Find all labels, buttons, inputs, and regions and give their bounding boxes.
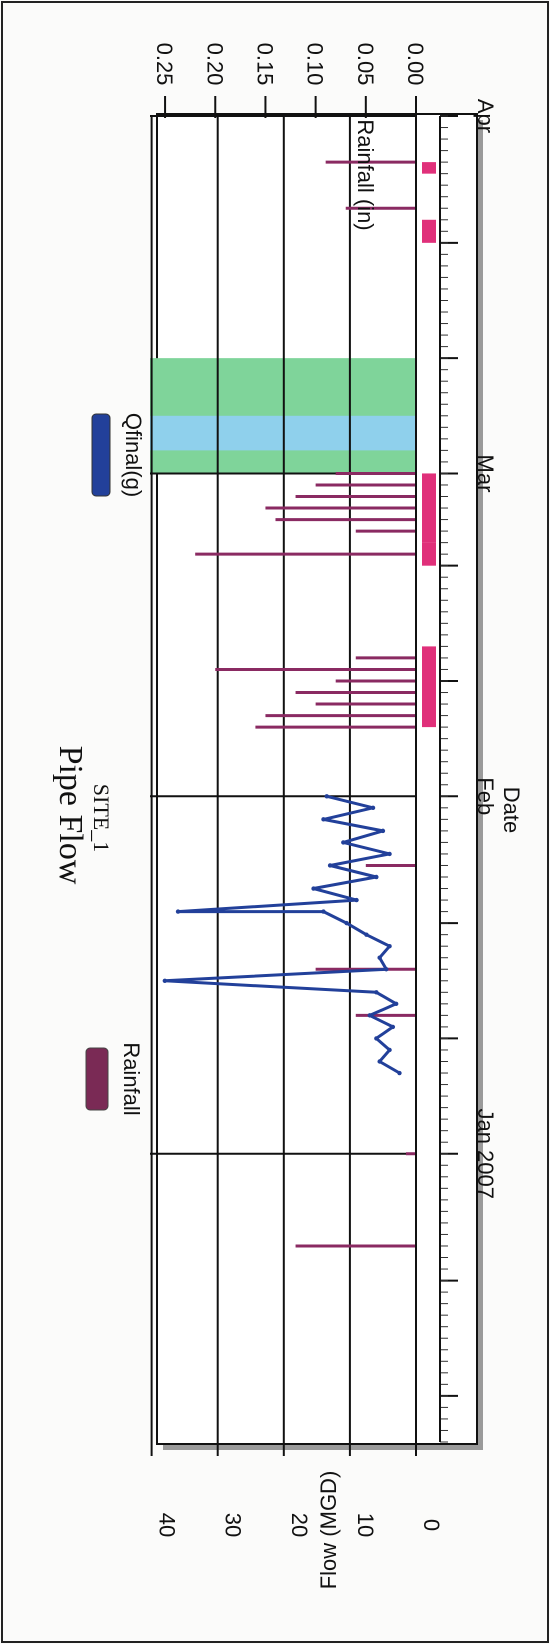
plot-frame	[156, 113, 478, 1445]
date-tick-label: Feb	[473, 777, 498, 815]
flow-tick-group: 0	[419, 1519, 444, 1531]
flow-point	[321, 909, 326, 914]
rain-tick-group: 0.15	[252, 43, 277, 86]
rain-tick-group: 0.25	[152, 43, 177, 86]
flow-point	[390, 1024, 396, 1030]
flow-line	[163, 794, 401, 1075]
date-tick-group: Feb	[473, 777, 498, 815]
status-marker	[422, 473, 436, 543]
flow-tick-label: 20	[287, 1513, 312, 1537]
status-marker	[422, 542, 436, 566]
flow-point	[327, 863, 333, 868]
flow-point	[321, 817, 326, 822]
y-axis-label: Flow (MGD)	[316, 1471, 341, 1590]
flow-point	[374, 874, 379, 880]
flow-point	[374, 990, 379, 995]
flow-point	[311, 886, 316, 891]
flow-point	[377, 1059, 382, 1064]
chart-subtitle: SITE_1	[89, 784, 114, 852]
rain-tick-label: 0.25	[152, 43, 177, 86]
rain-tick-group: 0.20	[202, 43, 227, 86]
rain-tick-label: 0.15	[252, 43, 277, 86]
flow-point	[370, 805, 376, 811]
flow-tick-label: 10	[353, 1513, 378, 1537]
status-marker	[422, 646, 436, 728]
legend-swatch-rainfall	[85, 1047, 109, 1111]
flow-point	[397, 1070, 402, 1076]
rain-tick-label: 0.00	[403, 43, 428, 86]
rain-tick-group: 0.05	[353, 43, 378, 86]
flow-tick-label: 0	[419, 1519, 444, 1531]
flow-point	[380, 828, 386, 834]
date-tick-group: Mar	[473, 454, 498, 492]
y2-axis-label: Rainfall (in)	[353, 119, 378, 230]
flow-point	[354, 897, 359, 903]
flow-point	[393, 1001, 399, 1007]
legend-swatch-qfinal	[91, 413, 111, 497]
flow-tick-group: 30	[221, 1513, 246, 1537]
rain-tick-label: 0.20	[202, 43, 227, 86]
flow-tick-group: 20	[287, 1513, 312, 1537]
date-tick-label: Jan 2007	[473, 1108, 498, 1199]
flow-tick-label: 40	[155, 1513, 180, 1537]
rain-tick-group: 0.10	[303, 43, 328, 86]
status-marker	[422, 162, 436, 174]
legend-label-rainfall: Rainfall	[119, 1042, 144, 1115]
flow-point	[374, 1036, 379, 1041]
legend-label-qfinal: Qfinal(g)	[121, 413, 146, 497]
rain-tick-group: 0.00	[403, 43, 428, 86]
rain-tick-label: 0.05	[353, 43, 378, 86]
chart-title: Pipe Flow	[52, 746, 89, 885]
date-tick-label: Mar	[473, 454, 498, 492]
status-marker	[422, 219, 436, 243]
flow-point	[162, 978, 168, 983]
flow-point	[367, 1013, 372, 1018]
flow-point	[344, 920, 349, 926]
x-axis-label: Date	[499, 787, 524, 833]
rain-tick-label: 0.10	[303, 43, 328, 86]
flow-tick-group: 40	[155, 1513, 180, 1537]
flow-point	[324, 794, 329, 799]
flow-point	[384, 967, 389, 972]
flow-point	[175, 909, 181, 914]
flow-point	[387, 1047, 392, 1053]
flow-point	[377, 955, 382, 960]
flow-tick-label: 30	[221, 1513, 246, 1537]
date-tick-label: Apr	[473, 99, 498, 133]
date-tick-group: Apr	[473, 99, 498, 133]
flow-tick-group: 10	[353, 1513, 378, 1537]
flow-point	[387, 943, 392, 949]
flow-point	[387, 851, 392, 857]
flow-point	[341, 840, 346, 845]
flow-point	[364, 932, 369, 937]
date-tick-group: Jan 2007	[473, 1108, 498, 1199]
